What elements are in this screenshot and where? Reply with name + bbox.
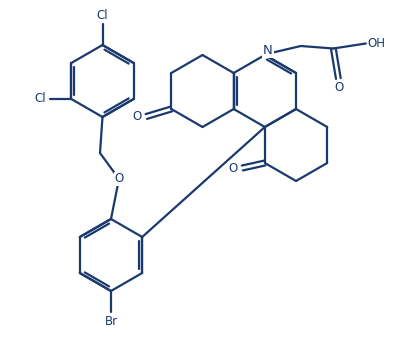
Text: OH: OH (368, 37, 386, 50)
Text: Cl: Cl (97, 9, 108, 21)
Text: O: O (229, 162, 238, 174)
Text: N: N (263, 44, 273, 58)
Text: O: O (114, 173, 124, 185)
Text: Cl: Cl (34, 93, 46, 105)
Text: O: O (133, 110, 142, 123)
Text: O: O (335, 81, 344, 94)
Text: Br: Br (104, 315, 117, 328)
